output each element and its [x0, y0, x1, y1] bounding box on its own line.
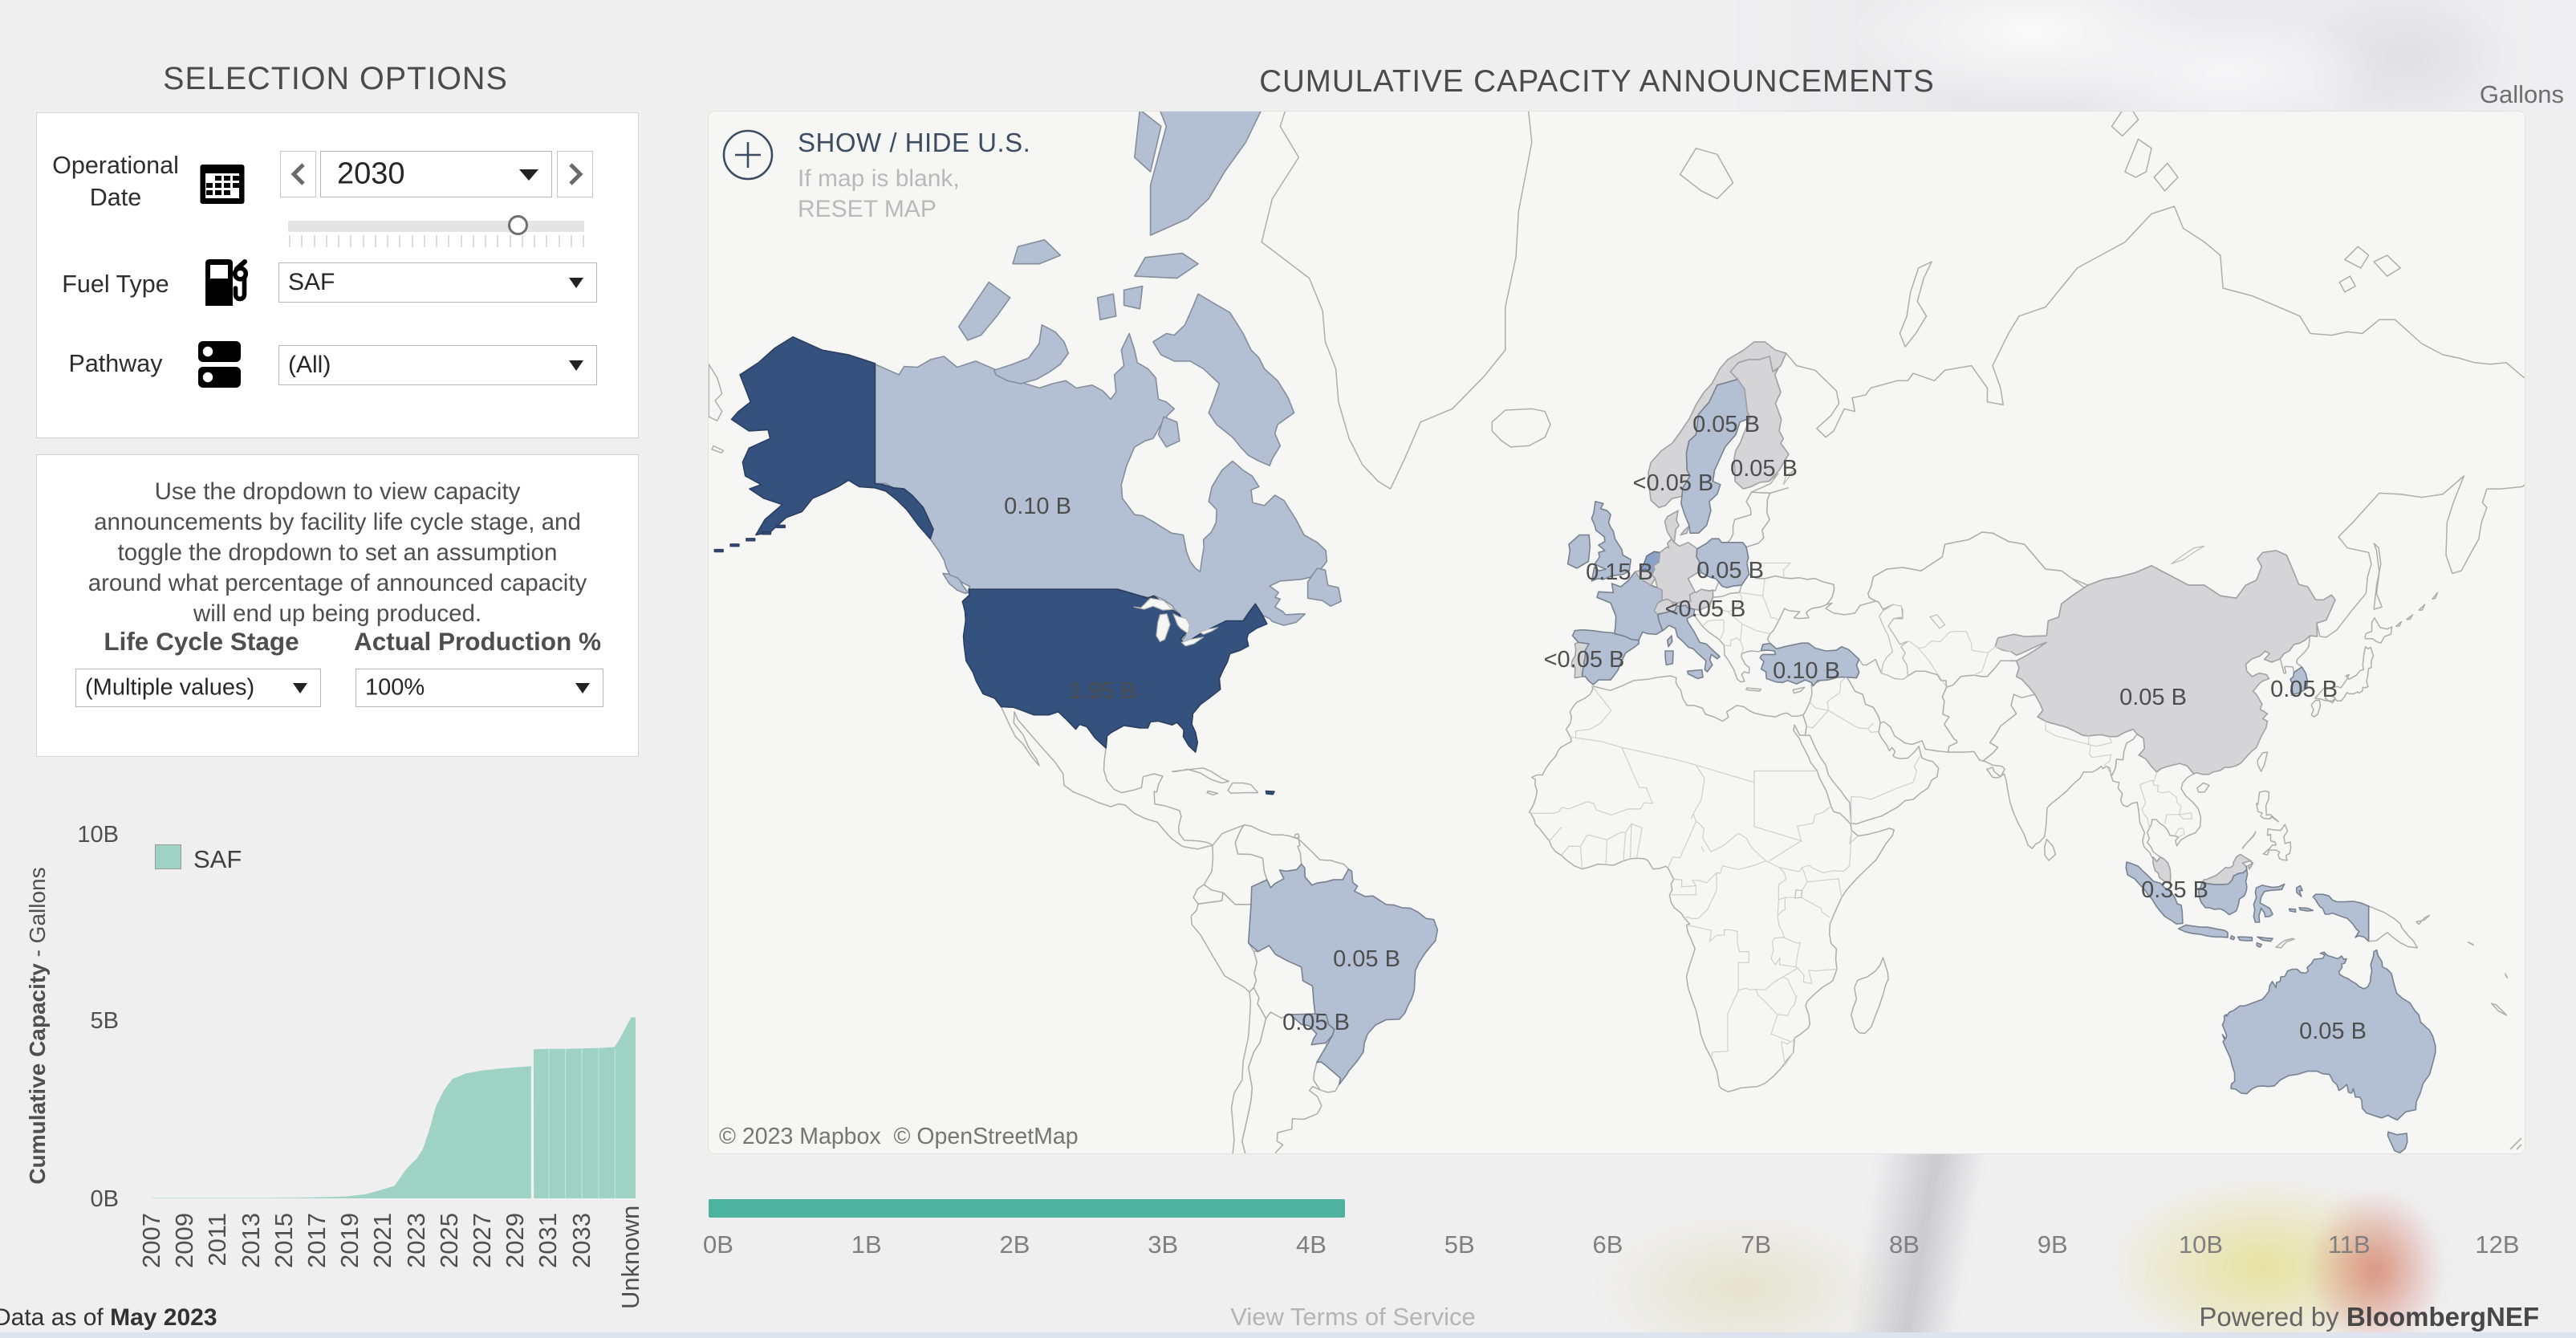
svg-text:0.05 B: 0.05 B [1730, 456, 1798, 482]
svg-text:0.05 B: 0.05 B [2119, 685, 2187, 710]
svg-text:0.05 B: 0.05 B [2270, 677, 2338, 702]
svg-text:0.05 B: 0.05 B [1282, 1010, 1350, 1035]
svg-text:<0.05 B: <0.05 B [1665, 596, 1746, 622]
svg-text:1.95 B: 1.95 B [1069, 678, 1136, 704]
svg-text:0.10 B: 0.10 B [1773, 658, 1840, 684]
svg-text:0.05 B: 0.05 B [1696, 558, 1764, 584]
svg-text:0.35 B: 0.35 B [2141, 877, 2208, 903]
svg-text:<0.05 B: <0.05 B [1544, 647, 1625, 673]
svg-text:0.15 B: 0.15 B [1586, 559, 1653, 585]
svg-text:0.05 B: 0.05 B [2299, 1019, 2367, 1044]
svg-text:0.05 B: 0.05 B [1333, 946, 1400, 972]
svg-text:0.05 B: 0.05 B [1692, 412, 1760, 437]
svg-text:<0.05 B: <0.05 B [1633, 470, 1714, 496]
svg-text:0.10 B: 0.10 B [1004, 494, 1071, 519]
